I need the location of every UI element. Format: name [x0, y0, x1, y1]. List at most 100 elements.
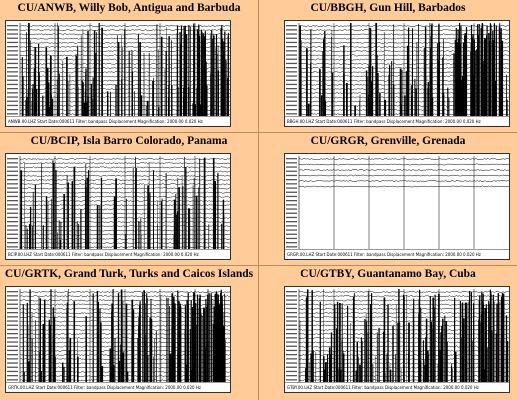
- station-title: CU/GRGR, Grenville, Grenada: [310, 135, 466, 147]
- station-title: CU/BBGH, Gun Hill, Barbados: [310, 2, 466, 14]
- time-tick-label: [286, 88, 297, 90]
- time-tick-label: [7, 375, 18, 377]
- time-tick-label: [286, 246, 297, 248]
- time-tick-label: [286, 324, 297, 326]
- time-tick-label: [7, 33, 18, 35]
- time-tick-label: [7, 345, 18, 347]
- time-tick-label: [286, 212, 297, 214]
- plot-footer: BBGH.00.LHZ Start Date:000611 Filter: ba…: [285, 116, 509, 126]
- seismogram-plot[interactable]: BBGH.00.LHZ Start Date:000611 Filter: ba…: [284, 20, 510, 127]
- trace-line: [298, 174, 509, 177]
- time-tick-label: [7, 328, 18, 331]
- time-tick-label: [7, 316, 18, 318]
- time-tick-label: [286, 67, 297, 69]
- time-tick-label: [7, 307, 18, 310]
- time-tick-label: [286, 349, 297, 352]
- time-tick-label: [286, 195, 297, 198]
- time-tick-label: [7, 92, 18, 94]
- plot-footer: GRTK.00.LHZ Start Date:000611 Filter: ba…: [6, 382, 230, 392]
- column-divider: [258, 0, 259, 400]
- time-tick-label: [7, 200, 18, 202]
- time-tick-label: [7, 358, 18, 360]
- time-tick-label: [286, 299, 297, 301]
- time-tick-label: [286, 200, 297, 202]
- time-tick-label: [7, 183, 18, 185]
- time-tick-label: [7, 71, 18, 73]
- time-tick-label: [7, 349, 18, 352]
- time-tick-label: [286, 345, 297, 347]
- time-tick-label: [286, 92, 297, 94]
- time-tick-label: [7, 299, 18, 301]
- time-tick-label: [7, 29, 18, 31]
- time-tick-label: [7, 295, 18, 297]
- time-tick-label: [7, 195, 18, 198]
- station-title: CU/ANWB, Willy Bob, Antigua and Barbuda: [17, 2, 241, 14]
- time-tick-label: [7, 366, 18, 368]
- time-tick-label: [7, 242, 18, 244]
- row-divider: [0, 132, 517, 133]
- time-tick-label: [7, 191, 18, 193]
- time-tick-label: [7, 83, 18, 86]
- time-tick-label: [7, 75, 18, 77]
- time-tick-label: [7, 208, 18, 210]
- time-tick-label: [7, 303, 18, 305]
- time-tick-label: [7, 79, 18, 81]
- time-tick-label: [286, 33, 297, 35]
- seismogram-plot[interactable]: BCIP.00.LHZ Start Date:000611 Filter: ba…: [5, 153, 231, 260]
- time-tick-label: [286, 191, 297, 193]
- seismogram-plot[interactable]: ANWB.00.LHZ Start Date:000611 Filter: ba…: [5, 20, 231, 127]
- trace-line: [298, 37, 509, 40]
- station-panel-grgr: CU/GRGR, Grenville, Grenada GRGR.00.LHZ …: [259, 133, 517, 265]
- time-tick-label: [286, 170, 297, 172]
- time-tick-label: [7, 246, 18, 248]
- trace-line: [298, 169, 509, 171]
- seismogram-plot[interactable]: GRGR.00.LHZ Start Date:000611 Filter: ba…: [284, 153, 510, 260]
- time-tick-label: [286, 174, 297, 177]
- time-tick-label: [286, 58, 297, 60]
- seismogram-plot[interactable]: GTBY.00.LHZ Start Date:000611 Filter: ba…: [284, 286, 510, 393]
- time-tick-label: [7, 54, 18, 56]
- time-tick-label: [7, 204, 18, 206]
- time-tick-label: [286, 79, 297, 81]
- time-tick-label: [7, 67, 18, 69]
- time-tick-label: [7, 370, 18, 373]
- time-tick-label: [286, 187, 297, 189]
- time-tick-label: [286, 337, 297, 339]
- trace-line: [298, 29, 509, 32]
- station-title: CU/GRTK, Grand Turk, Turks and Caicos Is…: [4, 268, 254, 280]
- time-tick-label: [286, 333, 297, 335]
- trace-line: [298, 163, 509, 166]
- time-tick-label: [286, 109, 297, 111]
- time-tick-label: [7, 46, 18, 48]
- time-tick-label: [286, 316, 297, 318]
- plot-footer: GRGR.00.LHZ Start Date:000611 Filter: ba…: [285, 249, 509, 259]
- time-tick-label: [7, 174, 18, 177]
- time-tick-label: [286, 113, 297, 115]
- time-tick-label: [7, 100, 18, 102]
- time-tick-label: [7, 337, 18, 339]
- time-tick-label: [7, 312, 18, 314]
- time-tick-label: [286, 303, 297, 305]
- time-tick-label: [7, 109, 18, 111]
- time-tick-label: [286, 233, 297, 235]
- time-tick-label: [286, 83, 297, 86]
- trace-line: [298, 185, 509, 188]
- time-tick-label: [286, 50, 297, 52]
- time-tick-label: [286, 179, 297, 181]
- time-tick-label: [7, 25, 18, 27]
- time-tick-label: [7, 354, 18, 356]
- time-tick-label: [7, 229, 18, 231]
- trace-line: [298, 24, 509, 28]
- time-tick-label: [286, 62, 297, 65]
- time-tick-label: [286, 71, 297, 73]
- time-tick-label: [7, 291, 18, 293]
- time-tick-label: [7, 179, 18, 181]
- time-tick-label: [7, 379, 18, 381]
- seismogram-plot[interactable]: GRTK.00.LHZ Start Date:000611 Filter: ba…: [5, 286, 231, 393]
- time-tick-label: [7, 96, 18, 98]
- time-tick-label: [286, 366, 297, 368]
- time-tick-label: [286, 370, 297, 373]
- row-divider: [0, 265, 517, 266]
- station-title: CU/BCIP, Isla Barro Colorado, Panama: [30, 135, 228, 147]
